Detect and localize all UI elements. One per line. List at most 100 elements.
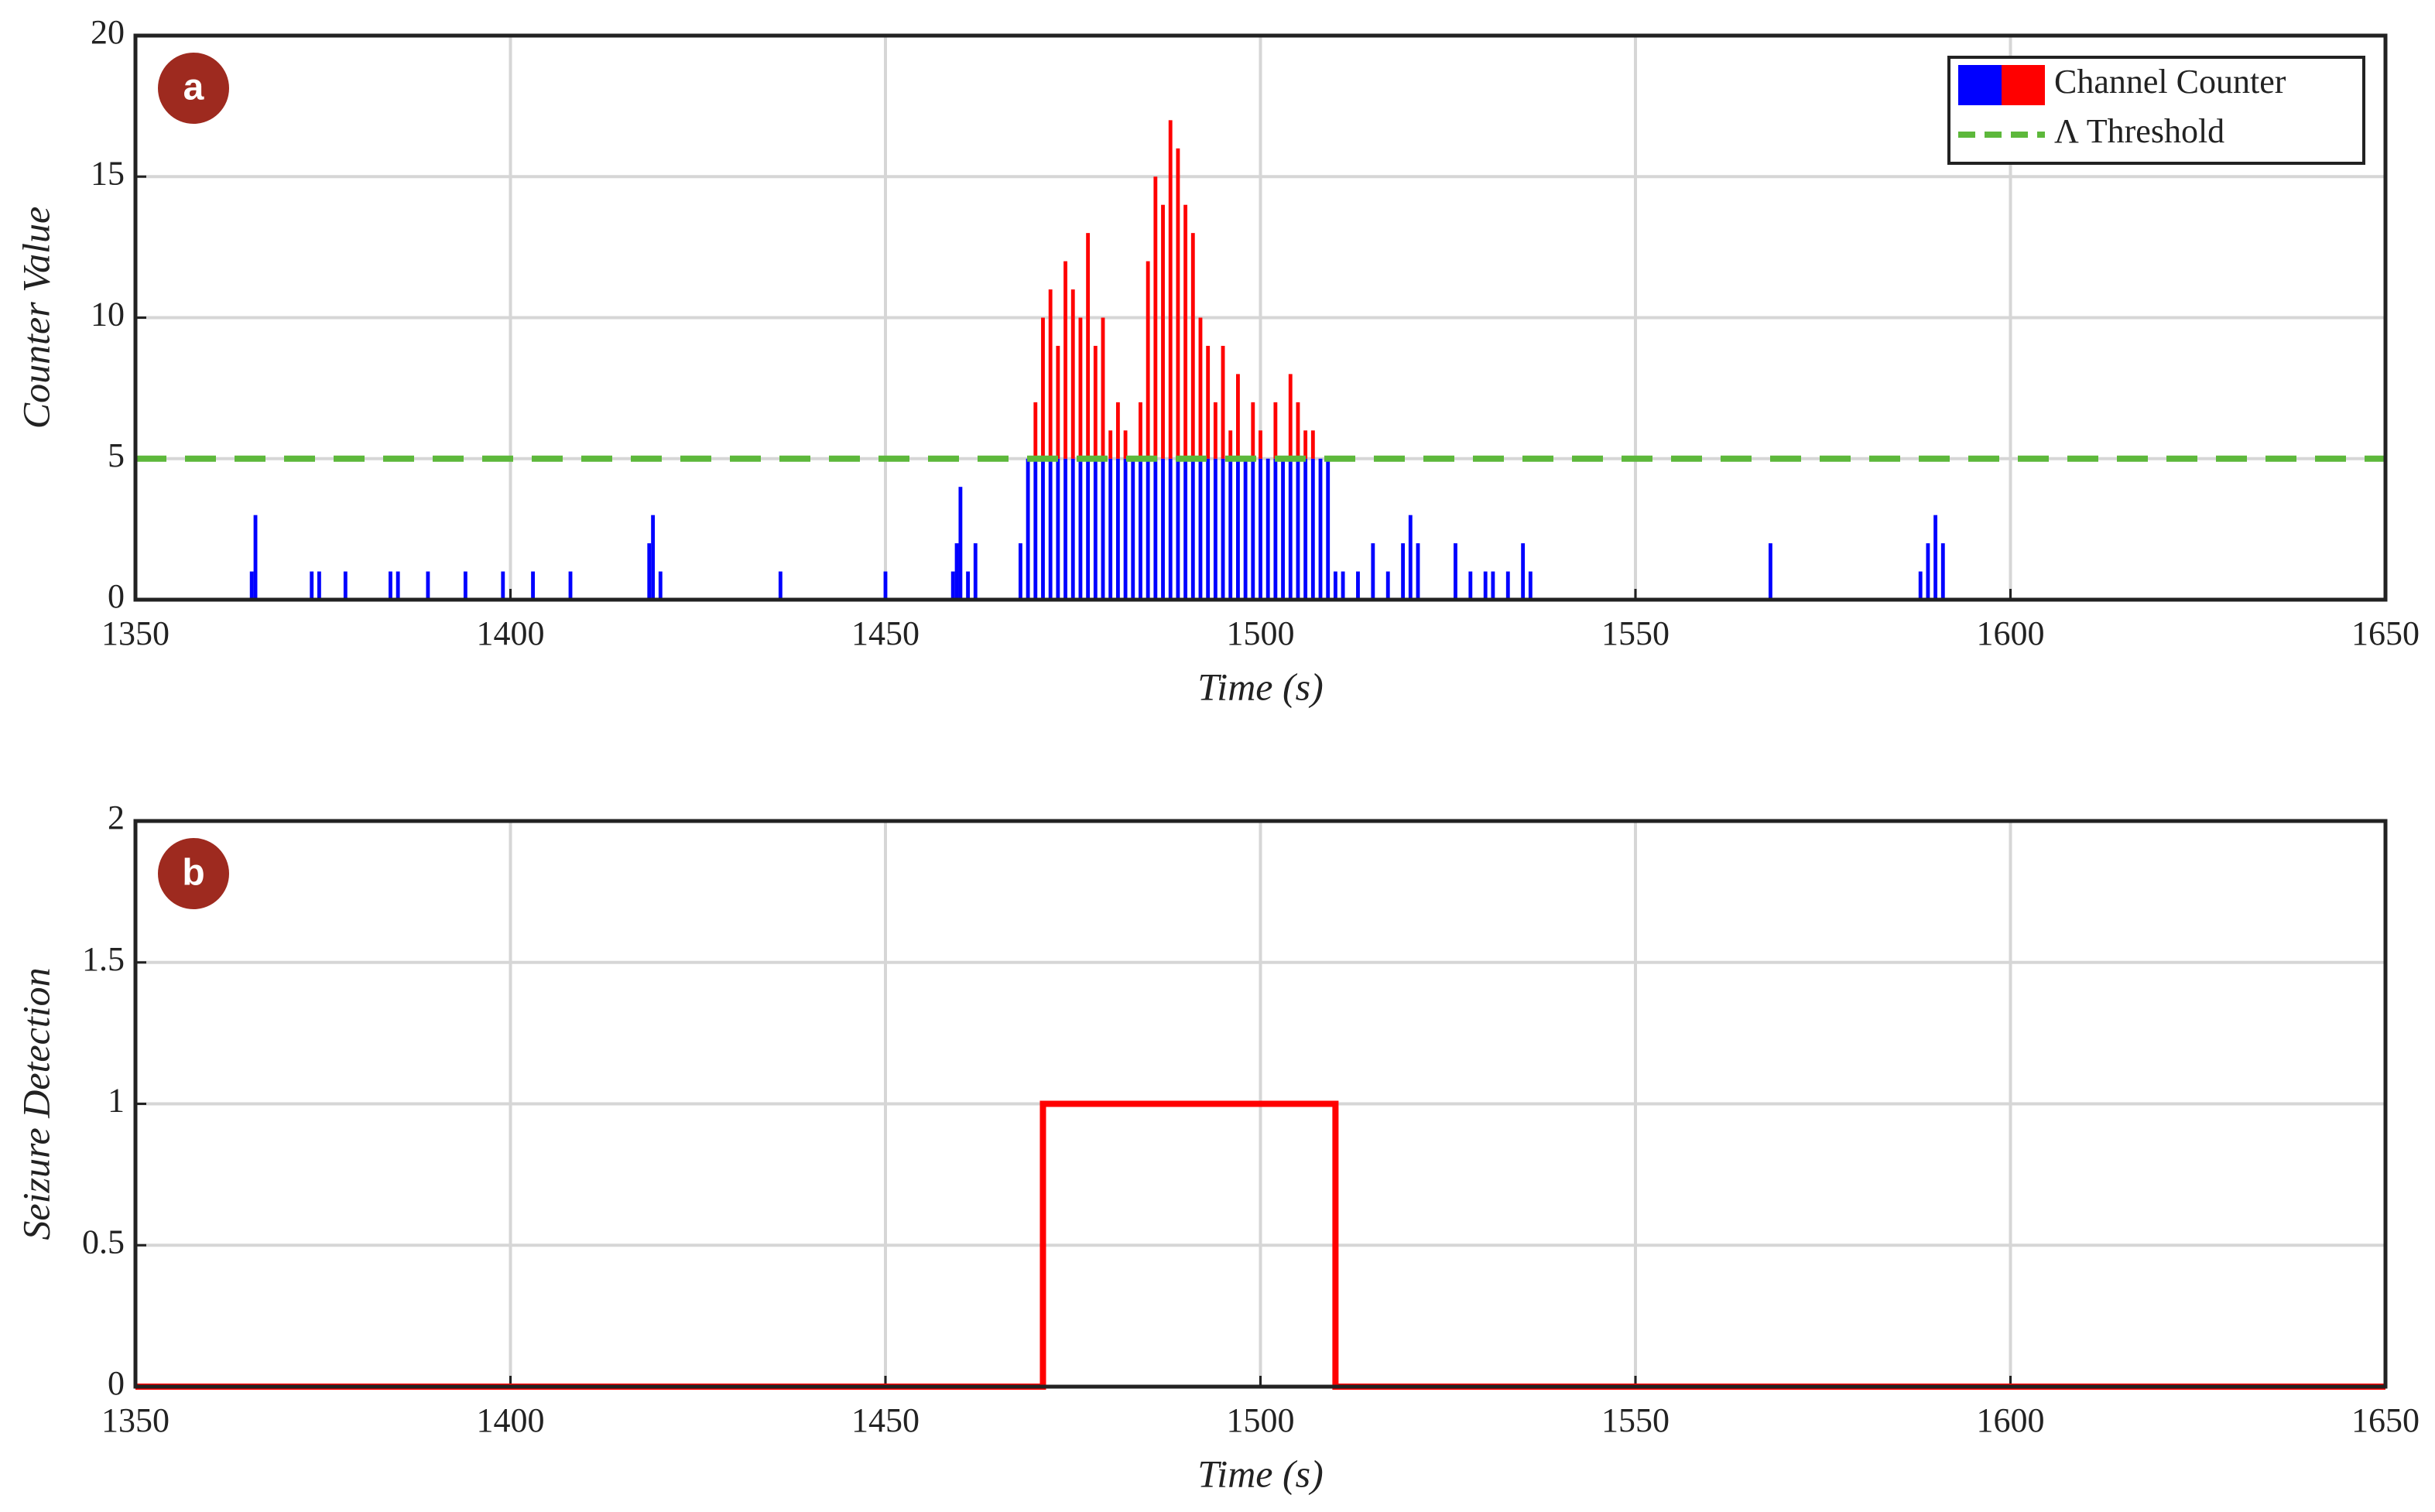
bar xyxy=(950,571,955,600)
bar-above-threshold xyxy=(1213,402,1218,459)
bar-above-threshold xyxy=(1221,345,1225,459)
bar-above-threshold xyxy=(1146,261,1150,459)
bar-above-threshold xyxy=(1063,261,1067,459)
bar-above-threshold xyxy=(1259,430,1262,459)
bar xyxy=(954,543,959,600)
bar-above-threshold xyxy=(1139,402,1142,459)
bar xyxy=(249,571,254,600)
bar xyxy=(647,543,652,600)
bar-above-threshold xyxy=(1168,120,1173,459)
x-tick-label: 1450 xyxy=(851,614,920,652)
y-tick-label: 0 xyxy=(108,577,125,615)
bar xyxy=(1161,458,1165,600)
bar-above-threshold xyxy=(1161,204,1165,459)
bar-above-threshold xyxy=(1206,345,1211,459)
bar xyxy=(253,515,258,600)
bar xyxy=(1371,543,1375,600)
bar xyxy=(1521,543,1526,600)
bar xyxy=(1926,543,1930,600)
bar xyxy=(1236,458,1240,600)
bar xyxy=(1018,543,1022,600)
panel-badge xyxy=(158,53,229,124)
bar-above-threshold xyxy=(1190,233,1195,459)
y-tick-label: 1.5 xyxy=(82,940,125,978)
bar xyxy=(343,571,348,600)
bar xyxy=(1265,458,1270,600)
x-tick-label: 1400 xyxy=(477,614,545,652)
bar xyxy=(1086,458,1091,600)
bar-above-threshold xyxy=(1101,317,1105,459)
bar xyxy=(1356,571,1360,600)
x-tick-label: 1600 xyxy=(1977,1401,2045,1439)
bar-above-threshold xyxy=(1296,402,1300,459)
bar xyxy=(1153,458,1158,600)
bar xyxy=(1401,543,1406,600)
bar xyxy=(1198,458,1203,600)
bar-above-threshold xyxy=(1228,430,1233,459)
bar xyxy=(1933,515,1938,600)
x-tick-label: 1500 xyxy=(1227,614,1295,652)
bar-above-threshold xyxy=(1033,402,1038,459)
bar xyxy=(317,571,321,600)
bar-above-threshold xyxy=(1093,345,1098,459)
bar xyxy=(1033,458,1038,600)
bar xyxy=(1190,458,1195,600)
bar xyxy=(1026,458,1030,600)
bar xyxy=(1296,458,1300,600)
bar xyxy=(568,571,573,600)
bar-above-threshold xyxy=(1048,289,1053,459)
bar xyxy=(1385,571,1390,600)
bar xyxy=(426,571,430,600)
bar xyxy=(1131,458,1135,600)
bar-above-threshold xyxy=(1236,374,1240,459)
panel: 1350 1400 1450 1500 1550 1600 1650 0 0.5 1 1.5 2 Tim… xyxy=(14,799,2420,1495)
bar-above-threshold xyxy=(1303,430,1308,459)
bar xyxy=(310,571,314,600)
bar-above-threshold xyxy=(1183,204,1188,459)
bar xyxy=(1123,458,1128,600)
bar-above-threshold xyxy=(1123,430,1128,459)
x-tick-label: 1650 xyxy=(2351,614,2420,652)
panel-label: a xyxy=(183,67,204,108)
x-tick-label: 1550 xyxy=(1601,614,1670,652)
bar-above-threshold xyxy=(1198,317,1203,459)
bar xyxy=(1070,458,1075,600)
bar xyxy=(1176,458,1180,600)
x-tick-label: 1650 xyxy=(2351,1401,2420,1439)
bar-above-threshold xyxy=(1041,317,1045,459)
bar xyxy=(1063,458,1067,600)
bar xyxy=(1183,458,1188,600)
x-tick-label: 1550 xyxy=(1601,1401,1670,1439)
y-tick-label: 2 xyxy=(108,799,125,836)
bar xyxy=(1341,571,1345,600)
bar xyxy=(1303,458,1308,600)
axes-box xyxy=(133,33,2388,602)
bar-above-threshold xyxy=(1310,430,1315,459)
bar xyxy=(1139,458,1142,600)
bar xyxy=(1146,458,1150,600)
bar xyxy=(1505,571,1510,600)
y-tick-label: 15 xyxy=(91,154,125,192)
bar-above-threshold xyxy=(1153,176,1158,459)
bar xyxy=(1468,571,1473,600)
y-tick-label: 0.5 xyxy=(82,1223,125,1261)
axes-box xyxy=(133,819,2388,1389)
bar-above-threshold xyxy=(1070,289,1075,459)
y-axis-label: Counter Value xyxy=(14,207,57,429)
legend-swatch xyxy=(1958,65,2002,105)
panel-badge xyxy=(158,838,229,909)
bar xyxy=(531,571,535,600)
bar xyxy=(1768,543,1772,600)
bar-above-threshold xyxy=(1115,402,1120,459)
bar xyxy=(1310,458,1315,600)
bar xyxy=(1041,458,1045,600)
bar xyxy=(1528,571,1533,600)
bar xyxy=(1483,571,1488,600)
y-tick-label: 1 xyxy=(108,1082,125,1120)
bar xyxy=(1273,458,1278,600)
bar xyxy=(1281,458,1285,600)
x-axis-label: Time (s) xyxy=(1197,665,1324,708)
bar-above-threshold xyxy=(1056,345,1060,459)
bar xyxy=(1251,458,1255,600)
